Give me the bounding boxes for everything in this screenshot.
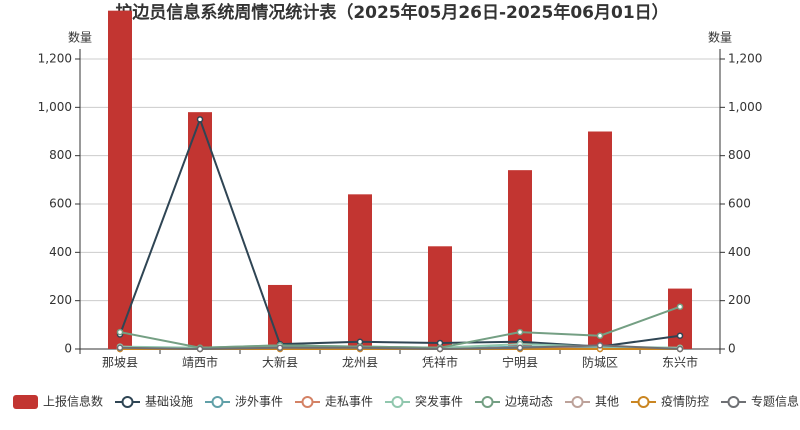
bar: [668, 288, 692, 349]
legend-label: 专题信息: [751, 394, 799, 409]
legend-label: 基础设施: [145, 395, 193, 409]
legend-swatch: [13, 395, 38, 409]
bar: [188, 112, 212, 350]
point: [196, 116, 204, 123]
y-tick-label: 600: [49, 197, 72, 211]
legend-label: 走私事件: [325, 395, 373, 409]
line: [119, 344, 681, 351]
x-tick-label: 防城区: [582, 355, 618, 370]
y-tick-label: 0: [64, 342, 72, 356]
bar: [428, 246, 452, 349]
legend-label: 涉外事件: [235, 395, 283, 409]
point: [516, 328, 524, 336]
legend-label: 疫情防控: [661, 394, 709, 409]
legend-swatch: [211, 396, 224, 408]
bar: [108, 10, 132, 350]
y2-tick-label: 1,000: [728, 100, 762, 114]
point: [596, 332, 604, 339]
point: [356, 344, 364, 352]
bar: [348, 194, 372, 349]
point: [676, 332, 684, 339]
legend-swatch: [637, 396, 650, 408]
y2-axis-label: 数量: [708, 30, 732, 45]
x-tick-label: 东兴市: [662, 355, 698, 370]
point: [436, 345, 444, 353]
y-tick-label: 1,000: [38, 100, 72, 114]
point: [276, 344, 284, 352]
legend-swatch: [301, 396, 314, 408]
point: [196, 345, 204, 353]
line: [119, 305, 681, 349]
y2-tick-label: 600: [728, 197, 751, 211]
point: [516, 344, 524, 352]
legend-swatch: [121, 396, 134, 408]
x-tick-label: 龙州县: [342, 356, 378, 370]
y2-tick-label: 1,200: [728, 52, 762, 66]
y2-tick-label: 400: [728, 245, 751, 259]
legend-swatch: [391, 396, 404, 408]
point: [596, 342, 604, 349]
legend-label: 上报信息数: [43, 394, 103, 409]
y-axis-label: 数量: [68, 30, 92, 45]
legend-swatch: [481, 396, 494, 408]
bar: [508, 170, 532, 349]
legend-label: 边境动态: [505, 394, 553, 409]
y2-tick-label: 0: [728, 342, 736, 356]
x-tick-label: 大新县: [262, 355, 298, 370]
y2-tick-label: 200: [728, 293, 751, 307]
x-tick-label: 凭祥市: [422, 355, 458, 370]
y-tick-label: 1,200: [38, 52, 72, 66]
point: [676, 303, 684, 310]
legend-label: 突发事件: [415, 394, 463, 409]
x-tick-label: 宁明县: [502, 355, 538, 370]
x-tick-label: 靖西市: [182, 355, 218, 370]
y-tick-label: 400: [49, 245, 72, 259]
point: [116, 344, 124, 352]
bar: [268, 284, 292, 349]
legend-swatch: [727, 396, 740, 408]
legend-swatch: [571, 396, 584, 408]
chart-title: 护边员信息系统周情况统计表（2025年05月26日-2025年06月01日）: [115, 2, 668, 23]
y-tick-label: 200: [49, 293, 72, 307]
y2-tick-label: 800: [728, 148, 751, 162]
x-tick-label: 那坡县: [102, 356, 138, 370]
point: [676, 345, 684, 353]
legend-label: 其他: [595, 395, 619, 409]
bar: [588, 131, 612, 349]
point: [116, 328, 124, 336]
y-tick-label: 800: [49, 148, 72, 162]
